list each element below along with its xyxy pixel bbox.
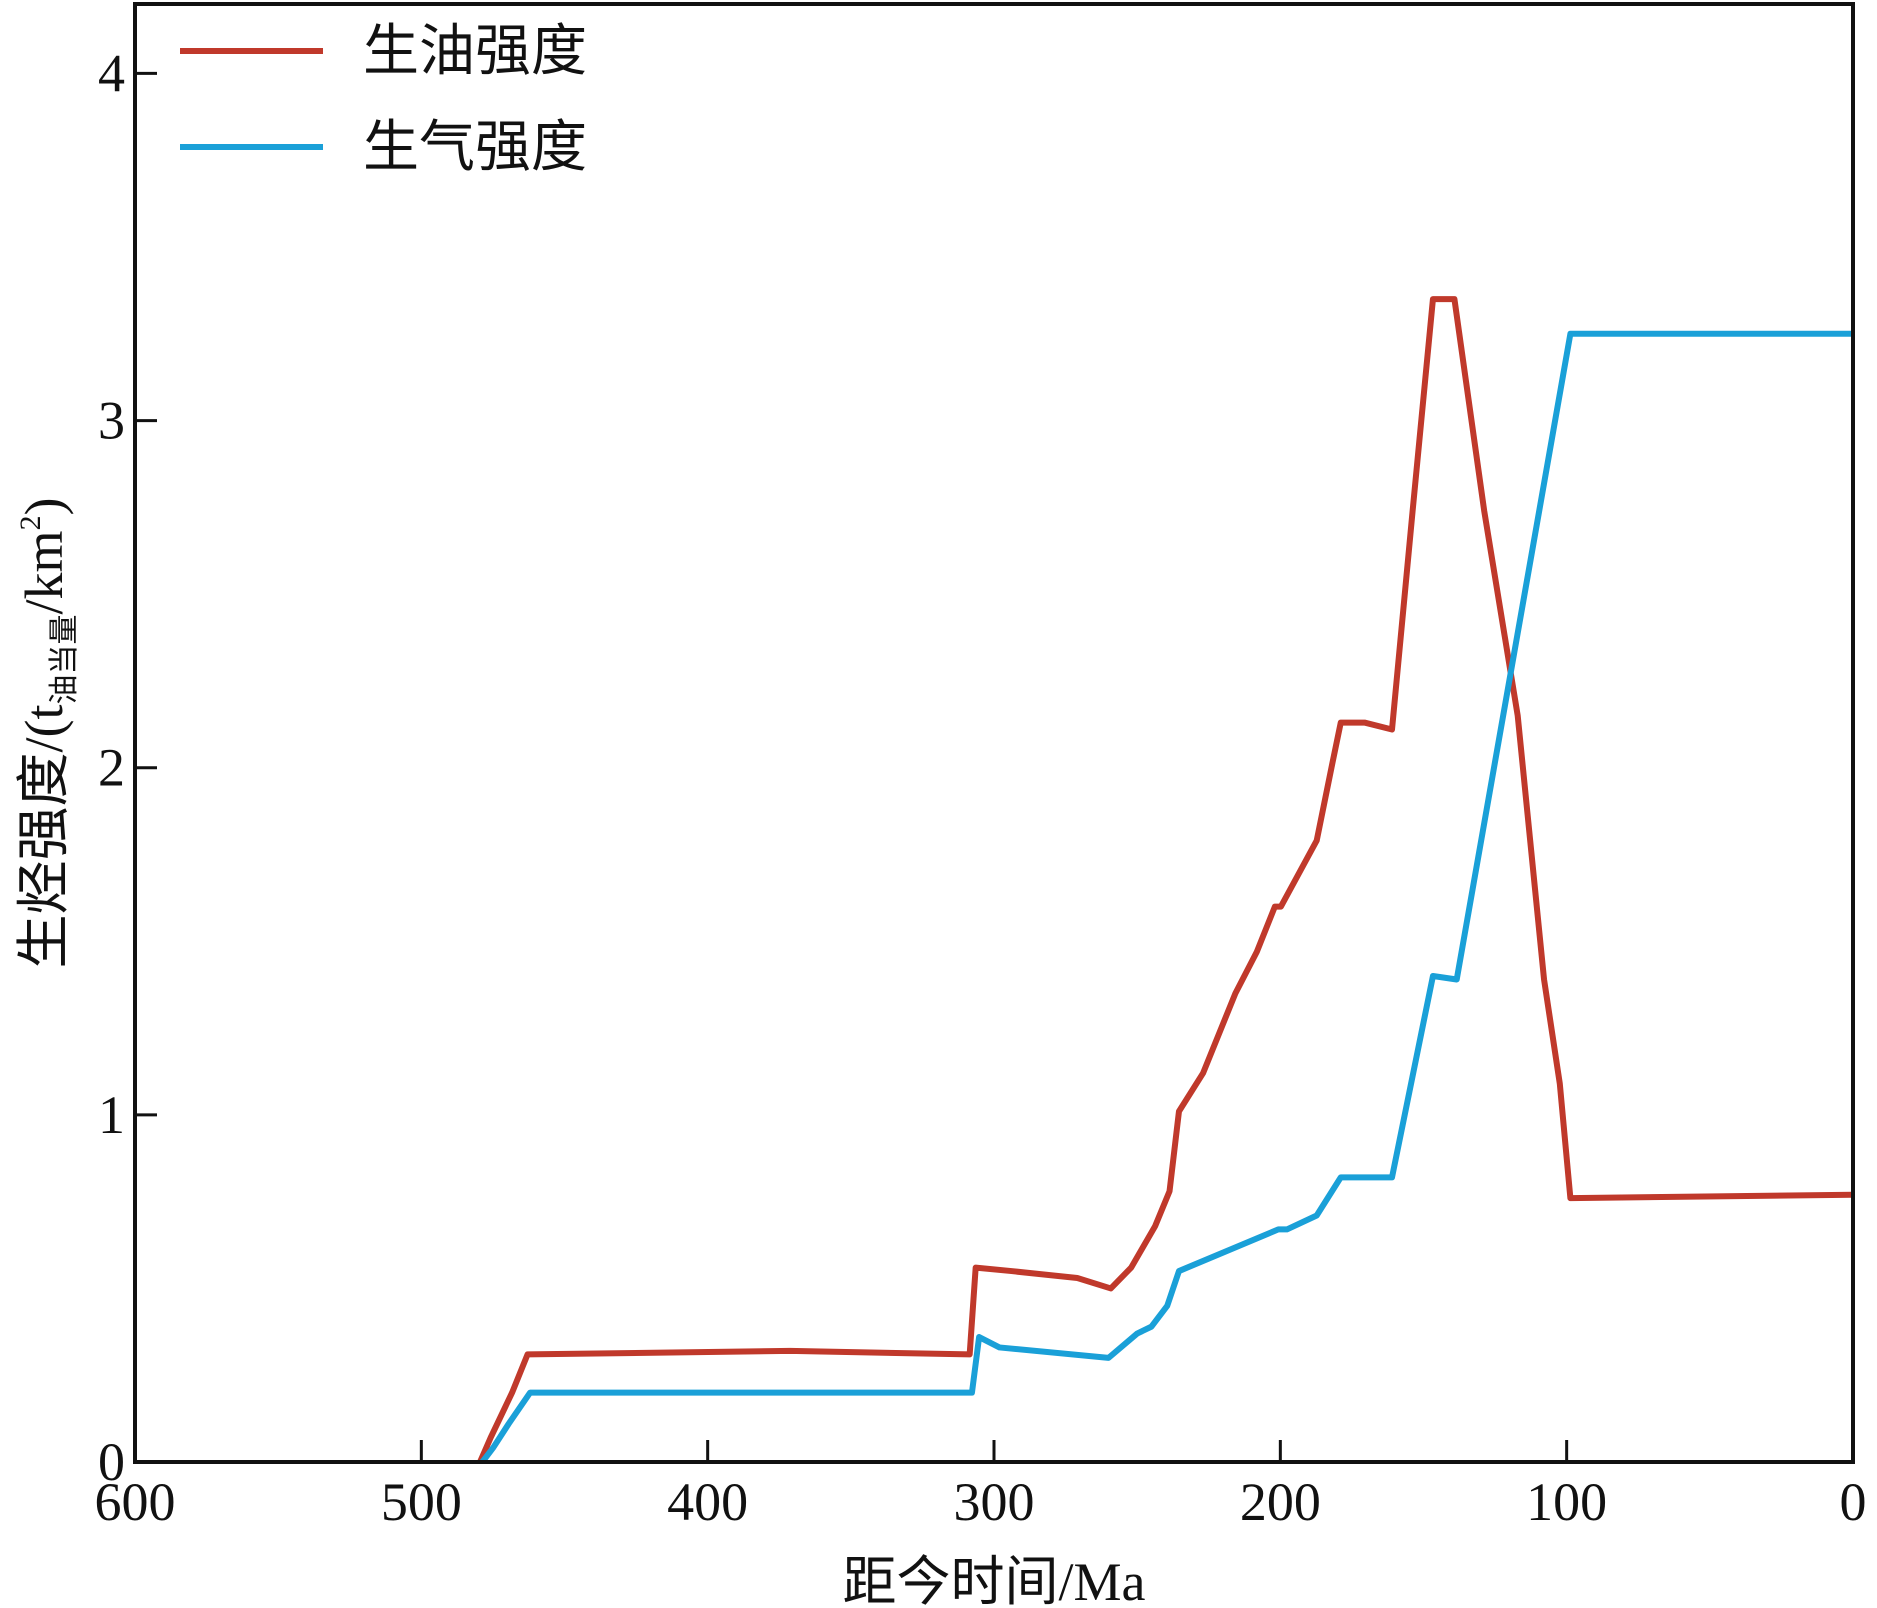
y-label-main: 生烃强度/(t	[14, 705, 74, 969]
y-tick-label: 3	[98, 391, 125, 451]
y-label-mid: /km	[14, 530, 74, 614]
series-line	[477, 296, 1854, 1464]
x-tick-label: 200	[1240, 1472, 1321, 1532]
y-label-sup: 2	[14, 515, 47, 530]
y-tick-label: 0	[98, 1432, 125, 1492]
legend-label: 生油强度	[363, 21, 587, 83]
x-tick-label: 400	[667, 1472, 748, 1532]
y-label-end: )	[14, 498, 74, 516]
y-tick-label: 4	[98, 43, 125, 103]
x-tick-label: 100	[1526, 1472, 1607, 1532]
y-label-sub: 油当量	[48, 615, 81, 705]
x-tick-label: 500	[381, 1472, 462, 1532]
plot-frame	[133, 2, 1855, 1464]
y-tick-label: 1	[98, 1085, 125, 1145]
x-axis-label: 距今时间/Ma	[843, 1552, 1146, 1608]
x-tick-label: 600	[95, 1472, 176, 1532]
x-tick-label: 0	[1840, 1472, 1867, 1532]
x-tick-label: 300	[954, 1472, 1035, 1532]
y-axis-label: 生烃强度/(t油当量/km2)	[14, 498, 81, 969]
series-line	[479, 330, 1853, 1464]
y-tick-label: 2	[98, 738, 125, 798]
legend-label: 生气强度	[363, 117, 587, 179]
